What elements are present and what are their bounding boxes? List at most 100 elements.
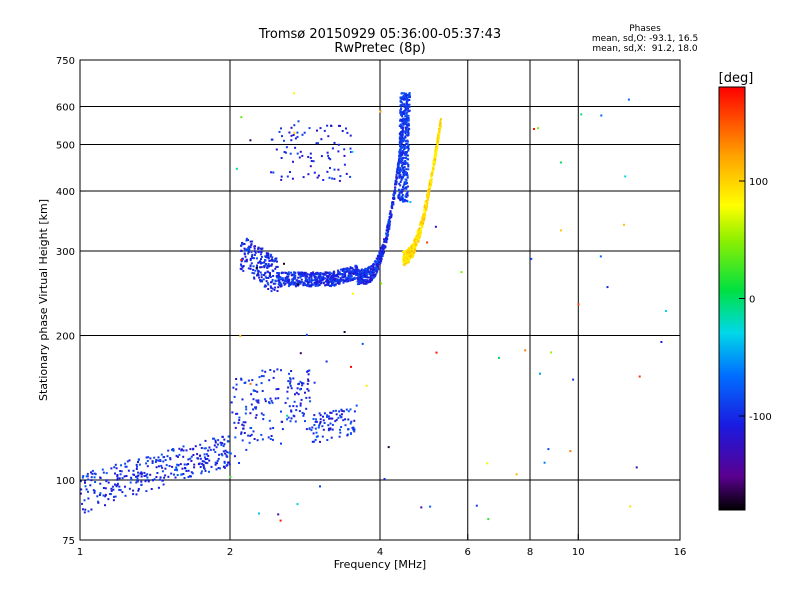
echo-point: [315, 142, 318, 145]
echo-point: [169, 458, 172, 461]
echo-point: [297, 393, 300, 396]
echo-point: [223, 438, 226, 441]
echo-point: [354, 271, 356, 274]
echo-point: [241, 266, 244, 269]
echo-point: [435, 146, 438, 149]
echo-point: [271, 138, 274, 141]
echo-point: [377, 256, 380, 259]
echo-point: [346, 434, 349, 437]
echo-point: [150, 488, 153, 490]
echo-point: [295, 409, 298, 412]
echo-point: [205, 453, 208, 456]
echo-point: [281, 279, 284, 282]
echo-point: [324, 273, 327, 275]
echo-point: [341, 274, 344, 277]
echo-point: [294, 277, 297, 280]
echo-point: [258, 376, 261, 379]
echo-point: [416, 236, 419, 239]
echo-point: [193, 466, 196, 469]
echo-point: [241, 423, 244, 426]
echo-point: [124, 462, 127, 465]
echo-point: [309, 152, 312, 155]
x-tick-label: 4: [377, 547, 383, 558]
echo-point: [403, 257, 406, 260]
echo-point: [543, 461, 546, 464]
echo-point: [333, 168, 336, 171]
echo-point: [390, 215, 393, 218]
echo-point: [200, 472, 203, 475]
echo-point: [242, 265, 245, 268]
echo-point: [339, 414, 342, 417]
echo-point: [135, 493, 138, 496]
echo-point: [400, 138, 403, 141]
echo-point: [399, 110, 402, 113]
echo-point: [114, 472, 116, 475]
echo-point: [360, 280, 363, 283]
echo-point: [249, 434, 252, 437]
echo-point: [405, 151, 408, 154]
echo-point: [270, 171, 273, 174]
echo-point: [270, 281, 272, 284]
echo-point: [229, 452, 232, 455]
echo-point: [189, 457, 192, 460]
echo-point: [83, 511, 86, 514]
echo-point: [375, 257, 378, 260]
echo-point: [322, 277, 325, 279]
echo-point: [261, 369, 264, 372]
echo-point: [402, 119, 405, 122]
echo-point: [333, 270, 335, 273]
echo-point: [267, 436, 270, 439]
echo-point: [292, 277, 295, 280]
echo-point: [407, 132, 410, 134]
echo-point: [288, 273, 291, 276]
echo-point: [255, 399, 258, 402]
echo-point: [257, 269, 259, 272]
echo-point: [200, 470, 203, 473]
echo-point: [433, 162, 436, 165]
echo-point: [277, 272, 280, 274]
echo-point: [223, 460, 226, 463]
echo-point: [94, 473, 97, 476]
echo-point: [635, 466, 638, 469]
echo-point: [405, 107, 408, 110]
echo-point: [260, 273, 263, 276]
echo-point: [422, 222, 425, 225]
chart-title-line2: RwPretec (8p): [334, 41, 426, 56]
echo-point: [288, 405, 291, 408]
echo-point: [212, 448, 215, 451]
echo-point: [364, 271, 367, 274]
echo-point: [196, 453, 199, 456]
echo-point: [253, 276, 255, 279]
echo-point: [247, 247, 250, 250]
echo-point: [400, 179, 403, 181]
echo-point: [330, 124, 332, 127]
echo-point: [275, 388, 278, 391]
echo-point: [251, 271, 254, 274]
echo-point: [179, 463, 182, 466]
echo-point: [376, 255, 379, 258]
echo-point: [407, 127, 410, 130]
y-tick-label: 500: [56, 141, 75, 152]
echo-point: [435, 145, 438, 148]
echo-point: [437, 132, 440, 135]
echo-point: [368, 271, 371, 274]
echo-point: [417, 240, 420, 243]
echo-point: [295, 282, 298, 285]
echo-point: [94, 481, 97, 483]
echo-point: [422, 219, 425, 221]
echo-point: [169, 457, 172, 460]
echo-point: [638, 375, 641, 378]
echo-point: [357, 278, 359, 280]
echo-point: [372, 271, 375, 274]
echo-point: [373, 269, 376, 272]
echo-point: [405, 252, 408, 255]
echo-point: [386, 233, 389, 236]
echo-point: [413, 238, 416, 241]
echo-point: [437, 137, 440, 140]
echo-point: [415, 234, 418, 237]
echo-point: [263, 285, 266, 288]
echo-point: [329, 276, 332, 279]
echo-point: [352, 292, 354, 295]
echo-point: [404, 136, 407, 139]
echo-point: [250, 243, 253, 246]
